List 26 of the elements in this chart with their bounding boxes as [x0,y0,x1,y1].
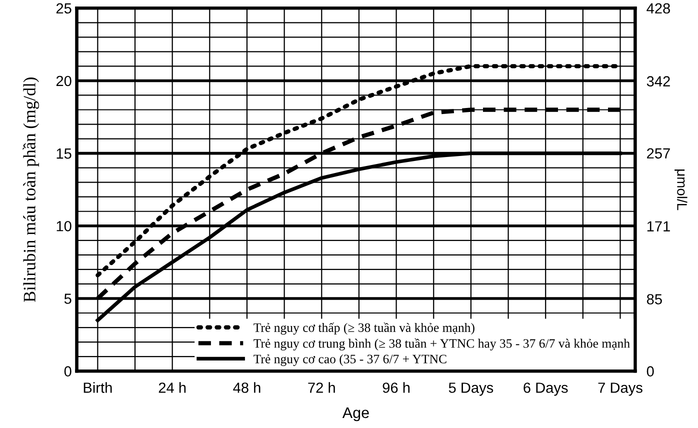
y-axis-title: Bilirubin máu toàn phần (mg/dl) [22,78,40,302]
y-tick-label: 20 [56,76,72,86]
y-tick-label: 0 [64,366,72,377]
y2-axis-title: μmol/L [674,170,688,210]
x-tick-label: 96 h [382,382,410,393]
legend-label: Trẻ nguy cơ trung bình (≥ 38 tuần + YTNC hay 35 - 37 6/7 và khỏe mạnh [254,338,630,350]
y2-tick-label: 342 [646,76,670,86]
x-axis-title: Age [342,407,369,422]
y-tick-label: 10 [56,221,72,232]
y2-tick-label: 257 [647,148,670,159]
y-tick-label: 25 [56,3,72,14]
legend-label: Trẻ nguy cơ cao (35 - 37 6/7 + YTNC [254,354,446,366]
x-tick-label: 6 Days [524,382,568,396]
y2-tick-label: 171 [647,221,670,232]
x-tick-label: 48 h [233,382,260,393]
x-tick-label: 5 Days [448,382,494,396]
x-tick-label: 7 Days [598,382,642,396]
y2-tick-label: 428 [646,3,670,14]
y2-tick-label: 0 [646,366,654,377]
x-tick-label: 24 h [158,382,186,393]
y2-tick-label: 85 [646,294,662,304]
legend-label: Trẻ nguy cơ thấp (≥ 38 tuần và khỏe mạnh) [254,322,474,335]
x-tick-label: Birth [84,382,112,393]
x-tick-label: 72 h [308,382,335,393]
y-tick-label: 5 [64,294,72,304]
y-tick-label: 15 [56,148,72,159]
